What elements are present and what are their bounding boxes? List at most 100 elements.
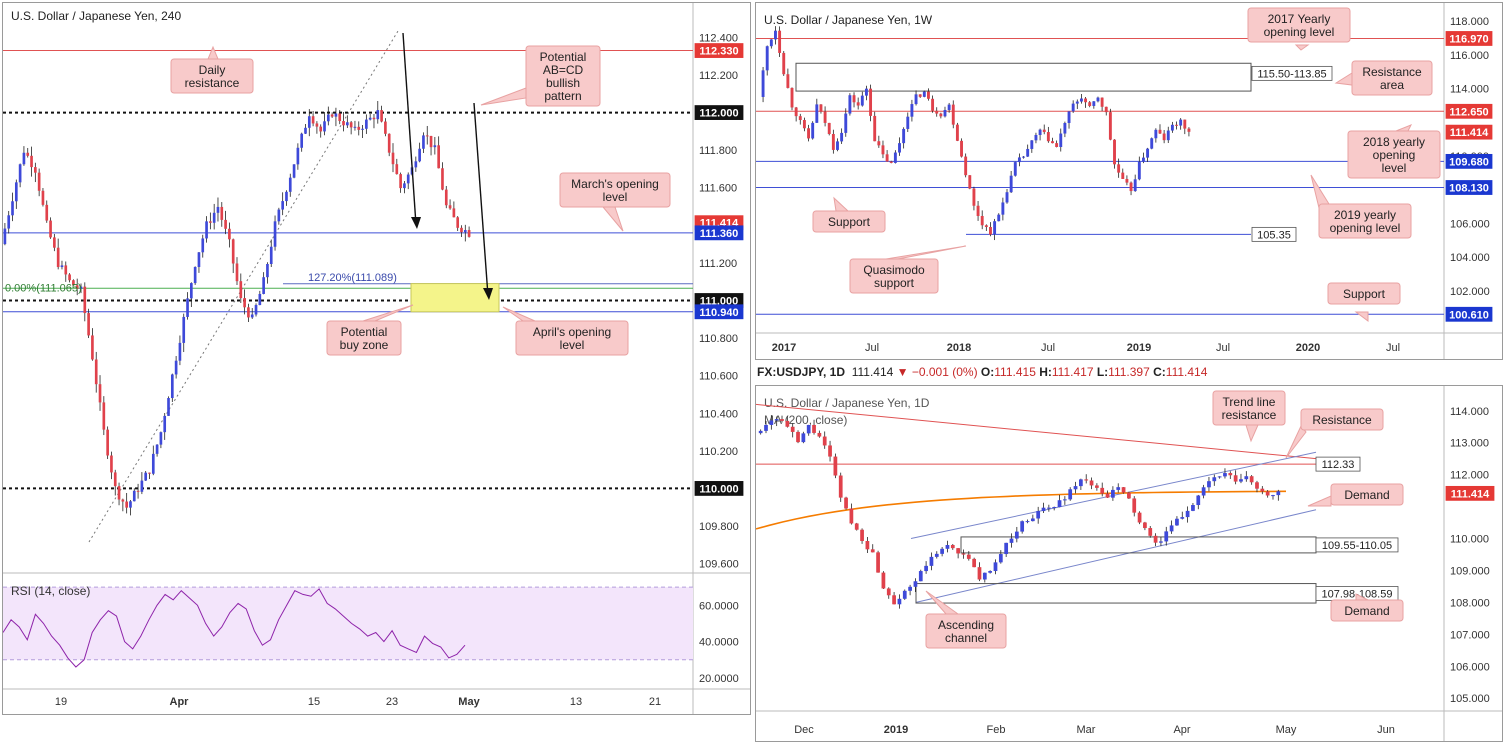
- x-tick-label: Jul: [1386, 342, 1400, 354]
- candle-body: [197, 252, 201, 268]
- callout-trendline-text: Trend line: [1223, 395, 1276, 409]
- candle-body: [873, 115, 877, 142]
- candle-body: [881, 572, 886, 589]
- callout-2018-yearly-text: 2018 yearly: [1363, 135, 1425, 149]
- arrow-ab: [402, 32, 417, 226]
- callout-support-pointer: [833, 196, 850, 212]
- candle-body: [902, 128, 906, 144]
- callout-demand-lower-text: Demand: [1344, 604, 1389, 618]
- candle-body: [1004, 542, 1009, 555]
- candle-body: [815, 104, 819, 123]
- candle-body: [869, 88, 873, 116]
- x-tick-label: Apr: [1173, 724, 1190, 736]
- candle-body: [934, 553, 939, 557]
- candle-body: [993, 221, 997, 235]
- candle-body: [190, 283, 193, 299]
- price-label-box: [694, 105, 744, 120]
- candle-body: [125, 501, 128, 508]
- candle-body: [235, 263, 239, 282]
- candle-body: [132, 490, 136, 502]
- candle-body: [193, 267, 197, 284]
- candle-body: [1233, 475, 1238, 482]
- candle-body: [993, 562, 998, 572]
- price-label: 110.000: [699, 483, 738, 495]
- daily-chart[interactable]: U.S. Dollar / Japanese Yen, 1D MA (200, c…: [756, 386, 1502, 741]
- daily-chart-panel[interactable]: U.S. Dollar / Japanese Yen, 1D MA (200, c…: [755, 385, 1503, 742]
- candle-body: [1121, 487, 1126, 493]
- candle-body: [822, 436, 827, 446]
- rsi-line: [3, 588, 466, 668]
- candle-body: [1025, 521, 1030, 523]
- candle-body: [425, 135, 429, 137]
- price-label-box: [694, 304, 744, 320]
- candle-body: [1117, 164, 1121, 173]
- candle-body: [831, 134, 835, 150]
- low-label: L:: [1096, 365, 1109, 379]
- candle-body: [361, 128, 364, 130]
- x-tick-label: Mar: [1077, 724, 1096, 736]
- candle-body: [311, 116, 315, 124]
- callout-2017-yearly-text: opening level: [1264, 25, 1335, 39]
- candle-body: [391, 152, 395, 165]
- y-tick-label: 112.200: [699, 70, 738, 82]
- candle-body: [102, 402, 106, 430]
- candle-body: [1113, 139, 1116, 165]
- trend-line-resistance: [756, 403, 1317, 460]
- candle-body: [1046, 507, 1051, 509]
- callout-demand-upper-box: [1330, 483, 1404, 506]
- price-label: 111.360: [700, 228, 739, 240]
- candle-body: [1239, 479, 1243, 482]
- h4-chart-panel[interactable]: U.S. Dollar / Japanese Yen, 240 0.00%(111…: [2, 2, 751, 715]
- callout-daily-resistance-text: resistance: [185, 76, 240, 90]
- candle-body: [326, 114, 330, 122]
- price-label: 100.610: [1449, 309, 1489, 321]
- callout-buy-zone-text: Potential: [341, 325, 388, 339]
- candle-body: [897, 598, 902, 605]
- candle-body: [817, 432, 822, 437]
- candle-body: [798, 116, 802, 121]
- x-tick-label: Feb: [987, 724, 1006, 736]
- candle-body: [49, 220, 52, 238]
- callout-2018-yearly-text: level: [1382, 161, 1407, 175]
- candle-body: [399, 174, 402, 189]
- callout-april-open-box: [515, 320, 629, 356]
- candle-body: [785, 420, 790, 427]
- x-tick-label: May: [458, 696, 480, 708]
- x-tick-label: Jul: [865, 342, 879, 354]
- candle-body: [910, 104, 914, 117]
- candle-body: [1030, 518, 1035, 522]
- price-label: 112.650: [1449, 106, 1488, 118]
- candle-body: [966, 554, 971, 559]
- candle-body: [243, 298, 246, 308]
- h4-chart[interactable]: U.S. Dollar / Japanese Yen, 240 0.00%(111…: [3, 3, 750, 714]
- close-label: C:: [1153, 365, 1166, 379]
- candle-body: [988, 571, 993, 573]
- callout-resistance-box: [1300, 408, 1384, 431]
- arrow-cd-head: [483, 288, 493, 300]
- x-tick-label: 2020: [1296, 342, 1320, 354]
- candle-body: [1175, 124, 1178, 126]
- candle-body: [761, 70, 765, 97]
- candle-body: [1013, 162, 1017, 176]
- candle-body: [467, 230, 471, 237]
- candle-body: [1067, 111, 1071, 123]
- x-tick-label: 2019: [1127, 342, 1151, 354]
- candle-body: [64, 265, 68, 275]
- candle-body: [1079, 98, 1083, 102]
- candle-body: [774, 30, 777, 40]
- candle-body: [968, 175, 972, 189]
- candle-body: [300, 133, 304, 148]
- candle-body: [960, 140, 963, 157]
- candle-body: [801, 433, 806, 443]
- candle-body: [1153, 535, 1158, 543]
- candle-body: [906, 116, 910, 129]
- candle-body: [121, 499, 125, 502]
- candle-body: [30, 155, 33, 168]
- callout-buy-zone-box: [326, 320, 402, 356]
- weekly-chart[interactable]: U.S. Dollar / Japanese Yen, 1W 118.000 116…: [756, 3, 1502, 359]
- candle-body: [163, 415, 167, 433]
- price-label-box: [1445, 153, 1493, 169]
- candle-body: [1125, 178, 1129, 183]
- candle-body: [1143, 522, 1147, 529]
- weekly-chart-panel[interactable]: U.S. Dollar / Japanese Yen, 1W 118.000 116…: [755, 2, 1503, 360]
